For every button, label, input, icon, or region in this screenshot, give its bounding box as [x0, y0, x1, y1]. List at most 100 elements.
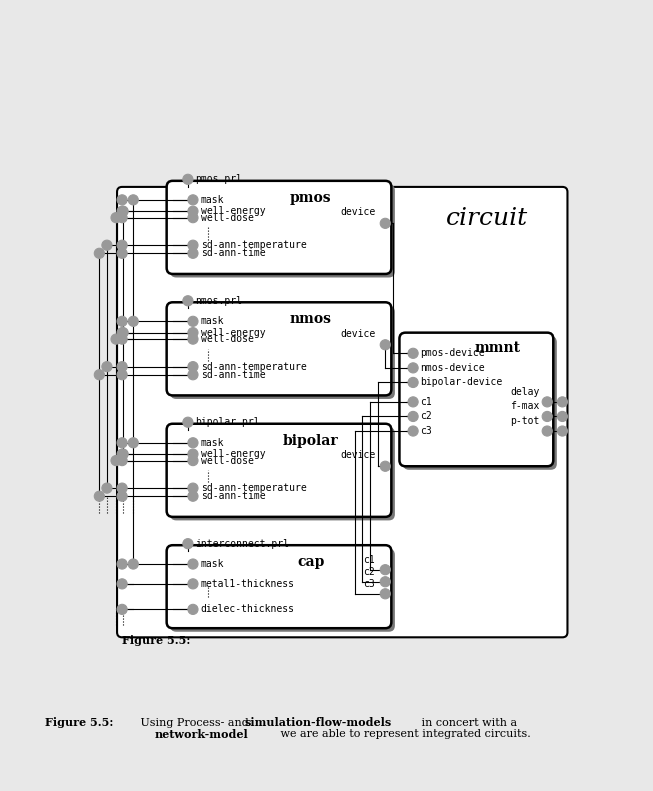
Text: f-max: f-max — [510, 401, 539, 411]
Text: well-dose: well-dose — [200, 213, 253, 223]
Text: sd-ann-time: sd-ann-time — [200, 248, 265, 259]
Circle shape — [117, 206, 127, 216]
Text: pmos: pmos — [290, 191, 332, 205]
Circle shape — [117, 491, 127, 501]
Text: in concert with a: in concert with a — [418, 718, 517, 728]
Text: p-tot: p-tot — [510, 416, 539, 426]
FancyBboxPatch shape — [170, 306, 395, 399]
Text: Using Process- and: Using Process- and — [137, 718, 252, 728]
Text: c3: c3 — [420, 426, 432, 436]
Text: c1: c1 — [420, 397, 432, 407]
Circle shape — [188, 316, 198, 327]
Circle shape — [117, 437, 127, 448]
Circle shape — [188, 437, 198, 448]
Text: Figure 5.5:: Figure 5.5: — [45, 717, 114, 729]
Text: mask: mask — [200, 437, 224, 448]
Circle shape — [102, 483, 112, 493]
Circle shape — [380, 461, 390, 471]
Circle shape — [117, 327, 127, 338]
Circle shape — [188, 456, 198, 466]
Circle shape — [380, 589, 390, 599]
Circle shape — [188, 483, 198, 493]
Circle shape — [94, 369, 104, 380]
Text: Figure 5.5:: Figure 5.5: — [122, 635, 191, 646]
Circle shape — [128, 195, 138, 205]
Text: sd-ann-time: sd-ann-time — [200, 369, 265, 380]
Text: c2: c2 — [364, 566, 375, 577]
Text: device: device — [340, 329, 375, 339]
Text: bipolar.prl: bipolar.prl — [195, 417, 260, 427]
Circle shape — [183, 417, 193, 427]
Circle shape — [117, 369, 127, 380]
Circle shape — [117, 483, 127, 493]
Circle shape — [542, 426, 552, 436]
Circle shape — [380, 340, 390, 350]
Circle shape — [117, 579, 127, 589]
Circle shape — [380, 565, 390, 575]
Text: well-energy: well-energy — [200, 449, 265, 459]
Circle shape — [183, 296, 193, 306]
Circle shape — [188, 240, 198, 250]
Text: device: device — [340, 450, 375, 460]
Circle shape — [102, 361, 112, 372]
Circle shape — [188, 449, 198, 459]
Text: mmnt: mmnt — [475, 341, 520, 355]
FancyBboxPatch shape — [167, 545, 391, 628]
FancyBboxPatch shape — [167, 424, 391, 517]
Text: nmos-device: nmos-device — [420, 363, 485, 373]
Circle shape — [408, 411, 418, 422]
Text: bipolar: bipolar — [283, 434, 339, 448]
Text: delay: delay — [510, 387, 539, 397]
FancyBboxPatch shape — [167, 181, 391, 274]
Circle shape — [118, 327, 128, 338]
Circle shape — [111, 456, 121, 466]
Text: circuit: circuit — [446, 207, 528, 230]
Circle shape — [118, 206, 128, 216]
Text: nmos: nmos — [290, 312, 332, 327]
Circle shape — [128, 316, 138, 327]
Circle shape — [558, 411, 567, 422]
Circle shape — [558, 397, 567, 407]
Text: sd-ann-temperature: sd-ann-temperature — [200, 240, 306, 250]
FancyBboxPatch shape — [170, 427, 395, 520]
Text: c2: c2 — [420, 411, 432, 422]
Text: sd-ann-time: sd-ann-time — [200, 491, 265, 501]
Circle shape — [117, 456, 127, 466]
Circle shape — [188, 369, 198, 380]
Circle shape — [380, 577, 390, 587]
Circle shape — [117, 213, 127, 223]
Circle shape — [188, 248, 198, 259]
Text: we are able to represent integrated circuits.: we are able to represent integrated circ… — [277, 729, 531, 739]
Text: network-model: network-model — [155, 729, 249, 740]
Circle shape — [117, 240, 127, 250]
Text: well-dose: well-dose — [200, 456, 253, 466]
Circle shape — [408, 397, 418, 407]
Text: well-dose: well-dose — [200, 334, 253, 344]
Text: c1: c1 — [364, 554, 375, 565]
Text: well-energy: well-energy — [200, 206, 265, 216]
Text: mask: mask — [200, 559, 224, 569]
Circle shape — [408, 426, 418, 436]
Text: bipolar-device: bipolar-device — [420, 377, 502, 388]
Circle shape — [111, 213, 121, 223]
Circle shape — [117, 248, 127, 259]
Circle shape — [188, 559, 198, 569]
Circle shape — [128, 559, 138, 569]
Text: nmos.prl: nmos.prl — [195, 296, 242, 306]
Circle shape — [111, 334, 121, 344]
Circle shape — [102, 240, 112, 250]
Text: device: device — [340, 207, 375, 218]
Circle shape — [117, 316, 127, 327]
Circle shape — [408, 348, 418, 358]
Text: c3: c3 — [364, 579, 375, 589]
Circle shape — [188, 334, 198, 344]
FancyBboxPatch shape — [170, 549, 395, 632]
Circle shape — [408, 377, 418, 388]
Text: pmos.prl: pmos.prl — [195, 174, 242, 184]
Text: metal1-thickness: metal1-thickness — [200, 579, 295, 589]
Text: interconnect.prl: interconnect.prl — [195, 539, 289, 549]
Circle shape — [188, 327, 198, 338]
Circle shape — [117, 449, 127, 459]
FancyBboxPatch shape — [403, 336, 557, 470]
FancyBboxPatch shape — [170, 184, 395, 278]
